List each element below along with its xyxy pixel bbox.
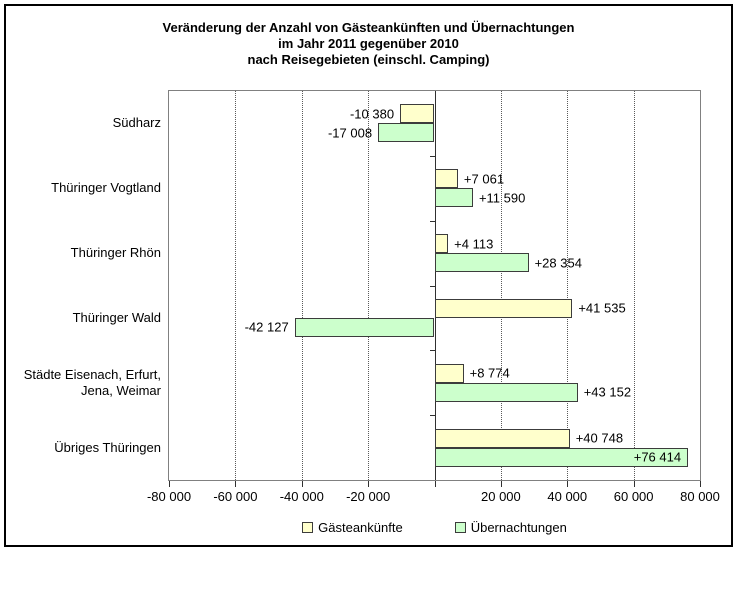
- gridline: [368, 91, 370, 480]
- category-label: Thüringer Wald: [72, 309, 161, 325]
- gridline: [235, 91, 237, 480]
- category-label: Thüringer Vogtland: [51, 180, 161, 196]
- x-axis-tick: [434, 481, 436, 487]
- x-axis-tick: [368, 481, 370, 487]
- bar-value-label: +11 590: [478, 190, 526, 206]
- chart-title-line1: Veränderung der Anzahl von Gästeankünfte…: [162, 20, 575, 35]
- category-axis-tick: [429, 156, 435, 157]
- chart-frame: Veränderung der Anzahl von Gästeankünfte…: [4, 4, 733, 547]
- bar-value-label: +7 061: [463, 171, 505, 187]
- x-tick-label: 40 000: [547, 489, 588, 504]
- x-tick-label: 80 000: [680, 489, 720, 504]
- bar: [378, 123, 435, 143]
- category-label: Thüringer Rhön: [70, 245, 161, 261]
- category-axis-tick: [429, 350, 435, 351]
- legend-label: Gästeankünfte: [318, 520, 403, 535]
- bar-value-label: -10 380: [349, 106, 395, 122]
- bar-value-label: +41 535: [578, 300, 626, 316]
- category-label: Städte Eisenach, Erfurt, Jena, Weimar: [23, 366, 161, 398]
- bar: [294, 317, 435, 337]
- bar: [434, 382, 578, 402]
- legend: Gästeankünfte Übernachtungen: [168, 520, 701, 535]
- x-tick-label: -80 000: [146, 489, 192, 504]
- chart-title-line2: im Jahr 2011 gegenüber 2010: [278, 36, 459, 51]
- chart-title: Veränderung der Anzahl von Gästeankünfte…: [6, 20, 731, 68]
- x-tick-label: -20 000: [346, 489, 391, 504]
- plot-area: Südharz -10 380 -17 008 Thüringer Vogtland +…: [24, 90, 720, 504]
- gridline: [567, 91, 569, 480]
- bar-value-label: -17 008: [327, 125, 373, 141]
- bar-value-label: -42 127: [244, 319, 289, 335]
- bar-value-label: +8 774: [469, 365, 510, 381]
- bar: [434, 188, 473, 208]
- chart-title-line3: nach Reisegebieten (einschl. Camping): [247, 52, 490, 67]
- x-axis-tick: [700, 481, 701, 487]
- zero-axis-line: [434, 91, 436, 480]
- category-label: Übriges Thüringen: [54, 439, 161, 455]
- x-tick-label: -40 000: [279, 489, 324, 504]
- x-axis-tick: [500, 481, 502, 487]
- x-axis-tick: [633, 481, 635, 487]
- legend-item-uebernachtungen: Übernachtungen: [454, 520, 567, 535]
- x-axis-tick: [567, 481, 569, 487]
- legend-swatch: [302, 522, 314, 533]
- legend-label: Übernachtungen: [470, 520, 567, 535]
- bar: [434, 363, 464, 383]
- category-axis-tick: [429, 286, 435, 287]
- category-axis-tick: [429, 415, 435, 416]
- bar-value-label: +4 113: [454, 236, 494, 252]
- bar-value-label: +40 748: [575, 430, 624, 446]
- x-axis-tick: [235, 481, 237, 487]
- x-tick-label: 20 000: [480, 489, 521, 504]
- bar-value-label: +28 354: [534, 255, 582, 271]
- gridline: [301, 91, 303, 480]
- legend-item-gaesteankuenfte: Gästeankünfte: [302, 520, 403, 535]
- bar: [434, 253, 529, 273]
- bar: [434, 298, 573, 318]
- legend-swatch: [454, 522, 466, 533]
- bar: [434, 428, 570, 448]
- bar: [434, 447, 689, 467]
- bar-value-label: +43 152: [583, 384, 632, 400]
- bar-value-label: +76 414: [633, 449, 682, 465]
- bar: [434, 234, 449, 254]
- bar: [434, 169, 458, 189]
- gridline: [500, 91, 502, 480]
- gridline: [633, 91, 635, 480]
- category-label: Südharz: [112, 115, 161, 131]
- x-axis-tick: [301, 481, 303, 487]
- x-tick-label: -60 000: [213, 489, 258, 504]
- x-axis-tick: [169, 481, 170, 487]
- bar: [400, 104, 435, 124]
- x-tick-label: 60 000: [613, 489, 654, 504]
- category-axis-tick: [429, 221, 435, 222]
